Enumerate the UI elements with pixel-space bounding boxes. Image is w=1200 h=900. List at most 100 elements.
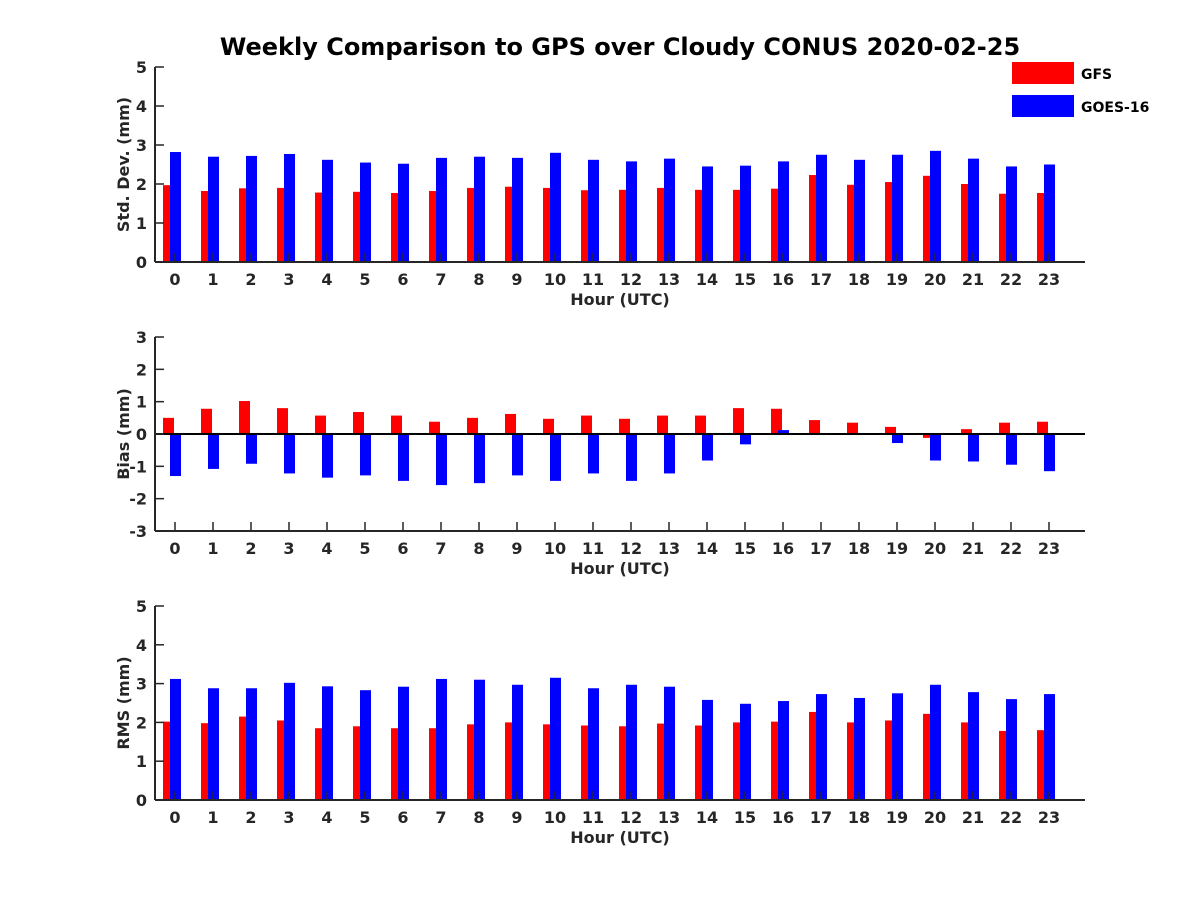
x-tick-label: 15 [734, 270, 756, 289]
goes16-bar [360, 162, 371, 262]
goes16-bar [208, 434, 219, 469]
x-tick-label: 4 [321, 270, 332, 289]
x-tick-label: 9 [511, 270, 522, 289]
goes16-bar [1006, 699, 1017, 800]
gfs-bar [1037, 730, 1048, 800]
goes16-bar [322, 159, 333, 262]
x-tick-label: 16 [772, 270, 794, 289]
goes16-bar [702, 699, 713, 800]
goes16-bar [778, 701, 789, 800]
x-tick-label: 10 [544, 808, 566, 827]
x-tick-label: 21 [962, 539, 984, 558]
goes16-bar [778, 430, 789, 434]
goes16-bar [930, 434, 941, 461]
goes16-bar [892, 154, 903, 262]
gfs-bar [429, 191, 440, 262]
goes16-bar [968, 158, 979, 262]
y-tick-label: 0 [136, 425, 147, 444]
gfs-bar [1037, 421, 1048, 434]
goes16-bar [398, 163, 409, 262]
gfs-bar [999, 422, 1010, 434]
x-tick-label: 11 [582, 270, 604, 289]
goes16-bar [702, 434, 713, 461]
legend-label-gfs: GFS [1081, 67, 1112, 83]
goes16-bar [512, 434, 523, 476]
x-tick-label: 13 [658, 808, 680, 827]
x-tick-label: 18 [848, 539, 870, 558]
gfs-bar [961, 722, 972, 800]
gfs-bar [847, 422, 858, 434]
y-tick-label: 2 [136, 175, 147, 194]
y-tick-label: 0 [136, 253, 147, 272]
goes16-bar [740, 703, 751, 800]
goes16-bar [284, 434, 295, 474]
goes16-bar [474, 156, 485, 262]
gfs-bar [467, 417, 478, 434]
y-tick-label: 5 [136, 58, 147, 77]
gfs-bar [505, 186, 516, 262]
x-tick-label: 3 [283, 270, 294, 289]
gfs-bar [581, 725, 592, 800]
gfs-bar [923, 175, 934, 262]
goes16-bar [1006, 166, 1017, 262]
gfs-bar [505, 722, 516, 800]
goes16-bar [588, 159, 599, 262]
y-tick-label: 1 [136, 752, 147, 771]
goes16-bar [436, 678, 447, 800]
gfs-bar [163, 721, 174, 800]
goes16-bar [170, 152, 181, 262]
goes16-bar [854, 697, 865, 800]
gfs-bar [695, 189, 706, 262]
x-tick-label: 2 [245, 808, 256, 827]
gfs-bar [315, 192, 326, 262]
gfs-bar [619, 189, 630, 262]
goes16-bar [170, 678, 181, 800]
goes16-bar [588, 688, 599, 800]
x-tick-label: 2 [245, 539, 256, 558]
x-tick-label: 10 [544, 539, 566, 558]
gfs-bar [201, 723, 212, 800]
x-tick-label: 3 [283, 539, 294, 558]
y-tick-label: 5 [136, 597, 147, 616]
gfs-bar [657, 723, 668, 800]
x-tick-label: 7 [435, 808, 446, 827]
goes16-bar [664, 686, 675, 800]
x-tick-label: 13 [658, 270, 680, 289]
x-tick-label: 19 [886, 539, 908, 558]
gfs-bar [885, 426, 896, 434]
gfs-bar [695, 415, 706, 434]
gfs-bar [429, 421, 440, 434]
y-tick-label: 3 [136, 136, 147, 155]
goes16-bar [854, 159, 865, 262]
chart-title: Weekly Comparison to GPS over Cloudy CON… [220, 33, 1020, 61]
x-tick-label: 10 [544, 270, 566, 289]
goes16-bar [550, 677, 561, 800]
x-tick-label: 7 [435, 539, 446, 558]
gfs-bar [619, 726, 630, 800]
gfs-bar [277, 408, 288, 434]
gfs-bar [429, 728, 440, 800]
gfs-bar [923, 434, 934, 438]
gfs-bar [733, 722, 744, 800]
goes16-bar [1044, 694, 1055, 800]
goes16-bar [588, 434, 599, 474]
y-tick-label: -1 [129, 457, 147, 476]
goes16-bar [968, 692, 979, 800]
gfs-bar [391, 415, 402, 434]
x-tick-label: 9 [511, 808, 522, 827]
legend-label-goes16: GOES-16 [1081, 100, 1149, 116]
gfs-bar [847, 722, 858, 800]
x-axis-label: Hour (UTC) [570, 828, 670, 847]
x-tick-label: 6 [397, 808, 408, 827]
legend: GFS GOES-16 [1012, 62, 1149, 117]
goes16-bar [626, 161, 637, 262]
gfs-bar [771, 408, 782, 434]
x-tick-label: 14 [696, 539, 718, 558]
x-tick-label: 22 [1000, 808, 1022, 827]
x-axis-label: Hour (UTC) [570, 559, 670, 578]
gfs-bar [733, 189, 744, 262]
gfs-bar [581, 415, 592, 434]
x-tick-label: 15 [734, 539, 756, 558]
x-tick-label: 20 [924, 808, 946, 827]
